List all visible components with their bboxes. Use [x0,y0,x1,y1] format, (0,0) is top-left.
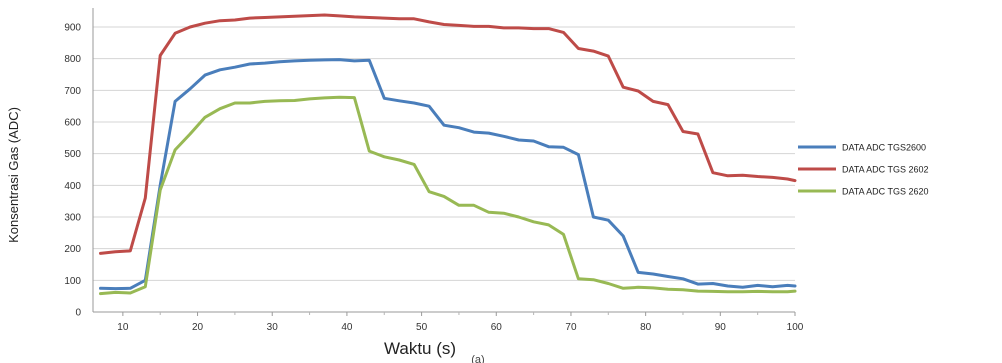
x-tick-label: 100 [787,322,804,333]
series-line-1 [99,58,797,291]
y-tick-label: 300 [64,213,81,224]
y-tick-label: 800 [64,54,81,65]
x-tick-label: 90 [715,322,727,333]
x-tick-label: 80 [640,322,652,333]
x-tick-label: 30 [267,322,279,333]
series-line-2 [99,13,797,255]
y-tick-label: 500 [64,149,81,160]
x-tick-label: 40 [341,322,353,333]
y-tick-label: 900 [64,23,81,34]
y-tick-label: 0 [75,308,81,319]
x-tick-label: 10 [117,322,129,333]
series-lines [99,13,797,296]
y-tick-label: 200 [64,244,81,255]
legend-label-3: DATA ADC TGS 2620 [842,187,929,197]
gridlines [93,26,795,281]
legend: DATA ADC TGS2600 DATA ADC TGS 2602 DATA AD… [798,143,929,197]
y-tick-label: 700 [64,86,81,97]
x-tick-label: 20 [192,322,204,333]
legend-label-1: DATA ADC TGS2600 [842,143,926,153]
axes [92,8,796,316]
x-axis-title: Waktu (s) [384,339,456,358]
y-tick-label: 100 [64,276,81,287]
tick-labels: 0 100 200 300 400 500 600 700 800 900 10 20 30 40 50 60… [64,23,803,334]
legend-label-2: DATA ADC TGS 2602 [842,165,929,175]
y-tick-label: 400 [64,181,81,192]
x-tick-label: 50 [416,322,428,333]
x-tick-label: 60 [491,322,503,333]
y-axis-title: Konsentrasi Gas (ADC) [6,107,21,243]
y-tick-label: 600 [64,118,81,129]
x-tick-label: 70 [565,322,577,333]
subfigure-label: (a) [471,354,484,363]
series-line-3 [99,95,797,296]
